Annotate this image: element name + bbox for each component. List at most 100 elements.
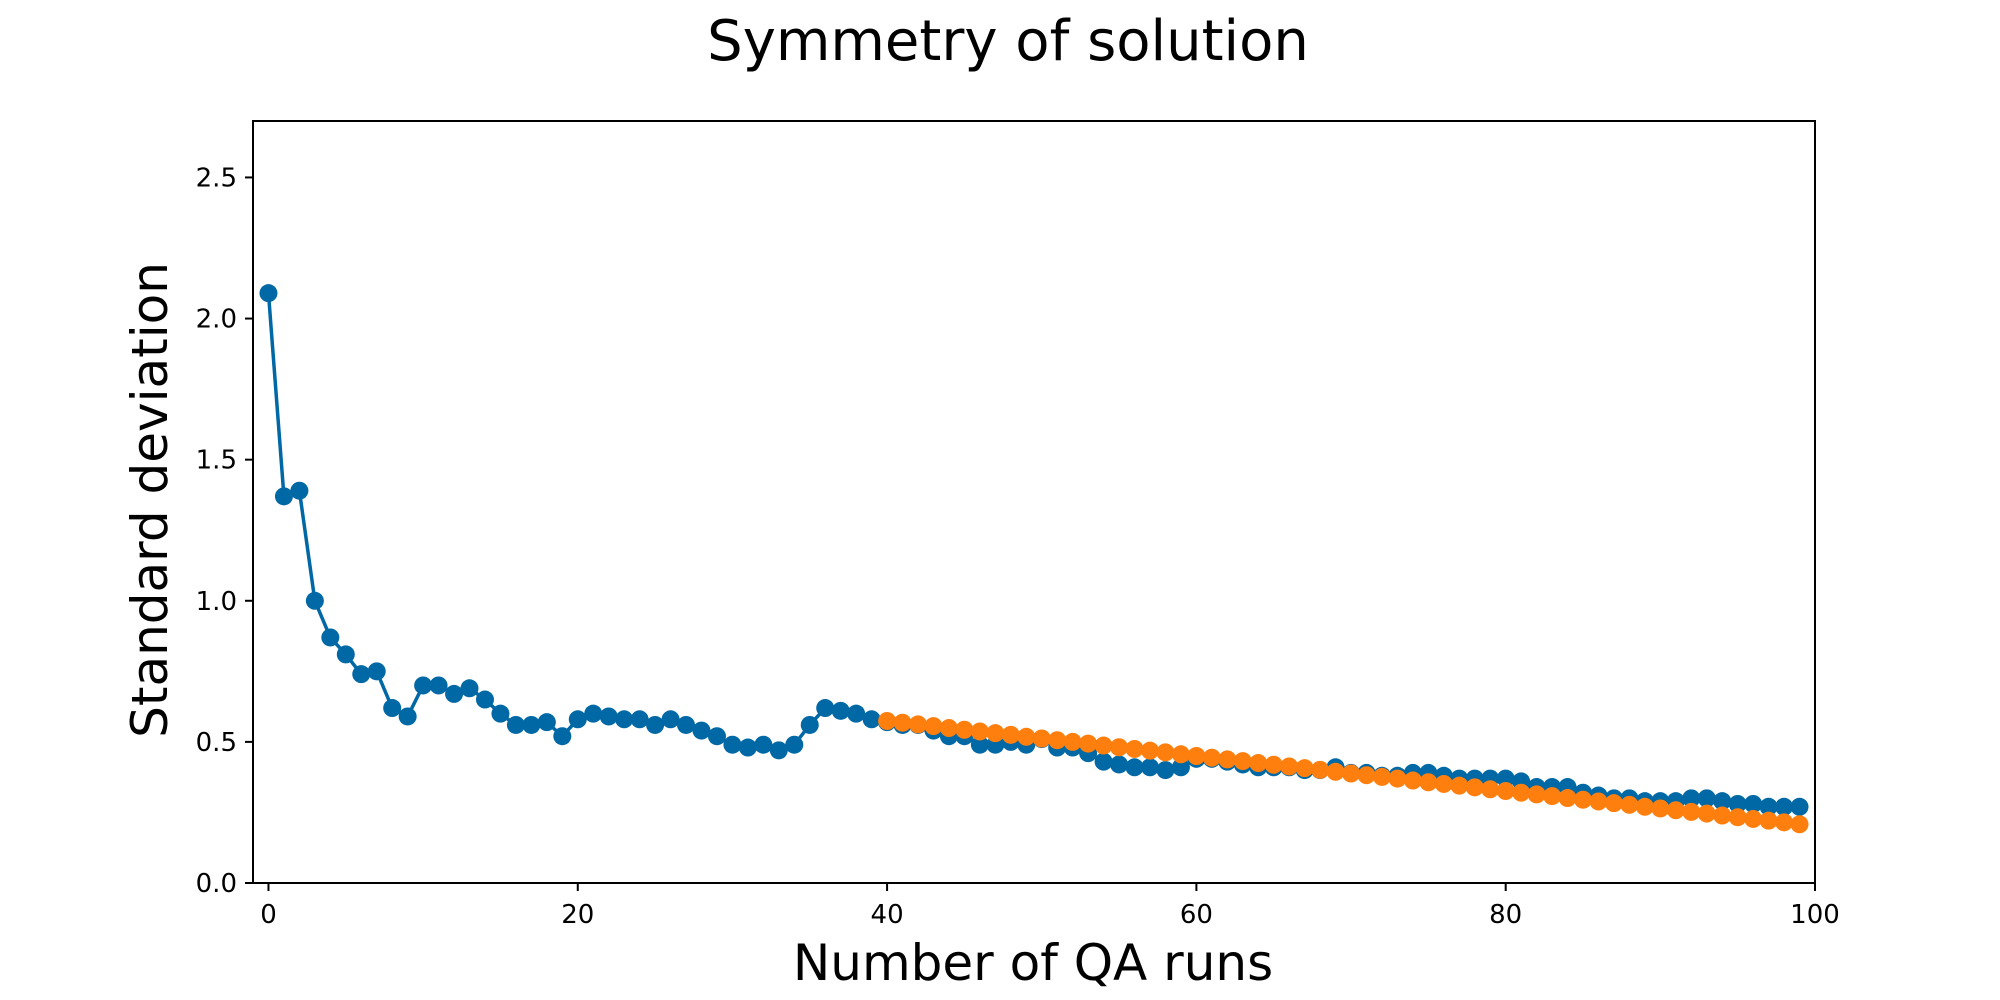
series-2-point (1790, 815, 1809, 834)
x-tick-label: 100 (1790, 900, 1840, 930)
series-2-point (1775, 813, 1794, 832)
series-1-point (1156, 761, 1175, 780)
series-2-point (1527, 785, 1546, 804)
series-1-point (816, 699, 835, 718)
series-2-point (1001, 725, 1020, 744)
x-axis-label: Number of QA runs (793, 934, 1273, 992)
y-tick-label: 2.0 (196, 305, 237, 335)
series-2-point (1094, 736, 1113, 755)
series-1-point (831, 701, 850, 720)
series-2-point (1156, 743, 1175, 762)
series-1-point (352, 665, 371, 684)
series-1-point (847, 704, 866, 723)
series-2-point (1264, 755, 1283, 774)
series-2-point (1574, 790, 1593, 809)
series-2-point (1140, 741, 1159, 760)
series-2-point (1682, 802, 1701, 821)
series-1-point (321, 628, 340, 647)
series-2-point (1604, 794, 1623, 813)
series-1-point (553, 727, 572, 746)
x-tick-label: 80 (1489, 900, 1522, 930)
series-1-point (707, 727, 726, 746)
series-2-point (939, 719, 958, 738)
x-tick-label: 60 (1180, 900, 1213, 930)
series-2-point (1357, 766, 1376, 785)
series-1-point (1744, 794, 1763, 813)
x-tick-label: 40 (871, 900, 904, 930)
series-1-point (630, 710, 649, 729)
series-1-point (506, 715, 525, 734)
series-2-point (955, 720, 974, 739)
plot-frame (252, 120, 1816, 884)
series-1-point (414, 676, 433, 695)
series-2-point (1187, 747, 1206, 765)
series-2-point (1311, 760, 1330, 779)
y-tick-label: 0.5 (196, 728, 237, 758)
series-2-point (924, 717, 943, 736)
y-tick-label: 1.0 (196, 587, 237, 617)
series-2-point (1465, 778, 1484, 797)
series-1-point (290, 481, 309, 500)
series-1-point (305, 591, 324, 610)
chart-title: Symmetry of solution (707, 9, 1309, 74)
series-2-point (1558, 789, 1577, 808)
series-1-point (1094, 752, 1113, 771)
series-1-point (259, 284, 278, 303)
series-1-point (1171, 758, 1190, 777)
series-2-point (878, 712, 897, 730)
series-1-point (661, 710, 680, 729)
series-2 (878, 712, 1809, 834)
series-2-point (970, 722, 989, 741)
series-1-point (646, 715, 665, 734)
series-2-point (1759, 811, 1778, 830)
series-1-point (367, 662, 386, 681)
series-2-point (1110, 738, 1129, 757)
series-2-point (1450, 776, 1469, 795)
series-1-point (785, 735, 804, 754)
y-axis: 0.0 0.5 1.0 1.5 2.0 2.5 (196, 163, 253, 899)
y-tick-label: 2.5 (196, 163, 237, 193)
series-2-point (1218, 750, 1237, 769)
series-2-point (1713, 806, 1732, 825)
series-2-point (1697, 804, 1716, 823)
series-2-point (909, 715, 928, 734)
series-1-point (1140, 758, 1159, 777)
series-2-point (1589, 792, 1608, 811)
series-2-point (1249, 754, 1268, 773)
series-1-point (429, 676, 448, 695)
x-axis: 0 20 40 60 80 100 (260, 883, 1840, 930)
series-2-point (1032, 729, 1051, 748)
series-1-point (568, 710, 587, 729)
series-1-point (862, 710, 881, 729)
series-2-point (1125, 739, 1144, 758)
series-1-point (1110, 755, 1129, 774)
series-2-point (1063, 732, 1082, 751)
series-2-point (1342, 764, 1361, 783)
series-1-point (692, 721, 711, 740)
series-2-point (1635, 797, 1654, 816)
series-1-point (615, 710, 634, 729)
series-2-point (1651, 799, 1670, 818)
series-2-point (1512, 783, 1531, 802)
series-1-point (1125, 758, 1144, 777)
series-1-point (537, 713, 556, 732)
y-tick-label: 1.5 (196, 446, 237, 476)
series-1-point (677, 715, 696, 734)
x-tick-label: 0 (260, 900, 277, 930)
series-2-point (1171, 745, 1190, 764)
series-1-point (460, 679, 479, 698)
series-2-point (1326, 762, 1345, 781)
series-1-point (398, 707, 417, 726)
series-2-point (1280, 757, 1299, 776)
series-1-point (1775, 797, 1794, 816)
series-1-point (383, 699, 402, 718)
series-1-point (274, 487, 293, 506)
series-2-point (1744, 809, 1763, 828)
series-2-point (1496, 782, 1515, 800)
series-1-point (754, 735, 773, 754)
series-2-point (1388, 769, 1407, 788)
series-2-point (1620, 795, 1639, 814)
series-1-point (970, 735, 989, 754)
series-1-point (738, 738, 757, 757)
